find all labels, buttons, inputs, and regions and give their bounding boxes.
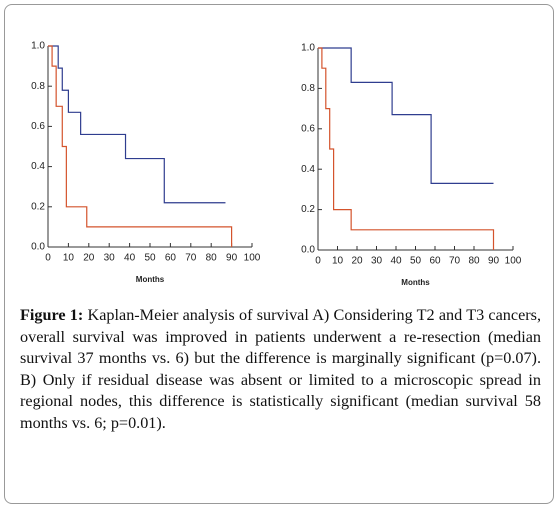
x-tick-label: 0 bbox=[45, 253, 51, 264]
x-tick-label: 90 bbox=[488, 256, 500, 267]
y-tick-label: 0.4 bbox=[31, 161, 45, 172]
x-tick-label: 70 bbox=[185, 253, 197, 264]
x-tick-label: 50 bbox=[144, 253, 156, 264]
x-tick-label: 20 bbox=[83, 253, 95, 264]
x-tick-label: 20 bbox=[351, 256, 363, 267]
caption-label: Figure 1: bbox=[20, 306, 84, 324]
survival-curve bbox=[318, 47, 494, 184]
x-tick-label: 80 bbox=[206, 253, 218, 264]
y-tick-label: 1.0 bbox=[31, 41, 45, 52]
y-tick-label: 0.4 bbox=[301, 164, 315, 175]
x-tick-label: 0 bbox=[315, 256, 321, 267]
charts: 0.00.20.40.60.81.00 10 20 30 40 50 60 70 80 90 100… bbox=[31, 41, 522, 287]
survival-curve bbox=[48, 45, 226, 204]
y-tick-label: 0.6 bbox=[301, 123, 315, 134]
x-tick-label: 100 bbox=[244, 253, 261, 264]
x-tick-label: 50 bbox=[410, 256, 422, 267]
x-tick-label: 90 bbox=[226, 253, 238, 264]
y-tick-label: 0.0 bbox=[31, 242, 45, 253]
survival-curve bbox=[48, 45, 233, 247]
x-tick-label: 60 bbox=[429, 256, 441, 267]
x-tick-label: 30 bbox=[104, 253, 116, 264]
y-tick-label: 0.2 bbox=[31, 201, 45, 212]
x-tick-label: 30 bbox=[371, 256, 383, 267]
caption: Figure 1: Kaplan-Meier analysis of survi… bbox=[20, 305, 541, 435]
x-tick-label: 40 bbox=[124, 253, 136, 264]
caption-text: Kaplan-Meier analysis of survival A) Con… bbox=[20, 306, 541, 432]
y-tick-label: 0.0 bbox=[301, 245, 315, 256]
x-tick-label: 60 bbox=[165, 253, 177, 264]
y-tick-label: 1.0 bbox=[301, 43, 315, 54]
survival-curve bbox=[318, 47, 495, 250]
x-tick-label: 100 bbox=[505, 256, 522, 267]
x-tick-label: 10 bbox=[63, 253, 75, 264]
x-tick-label: 80 bbox=[468, 256, 480, 267]
y-tick-label: 0.2 bbox=[301, 204, 315, 215]
figure-frame bbox=[4, 4, 554, 504]
x-tick-label: 70 bbox=[449, 256, 461, 267]
y-tick-label: 0.6 bbox=[31, 121, 45, 132]
x-tick-label: 10 bbox=[332, 256, 344, 267]
y-tick-label: 0.8 bbox=[31, 81, 45, 92]
x-axis-label: Months bbox=[136, 275, 165, 284]
x-tick-label: 40 bbox=[390, 256, 402, 267]
y-tick-label: 0.8 bbox=[301, 83, 315, 94]
x-axis-label: Months bbox=[401, 278, 430, 287]
